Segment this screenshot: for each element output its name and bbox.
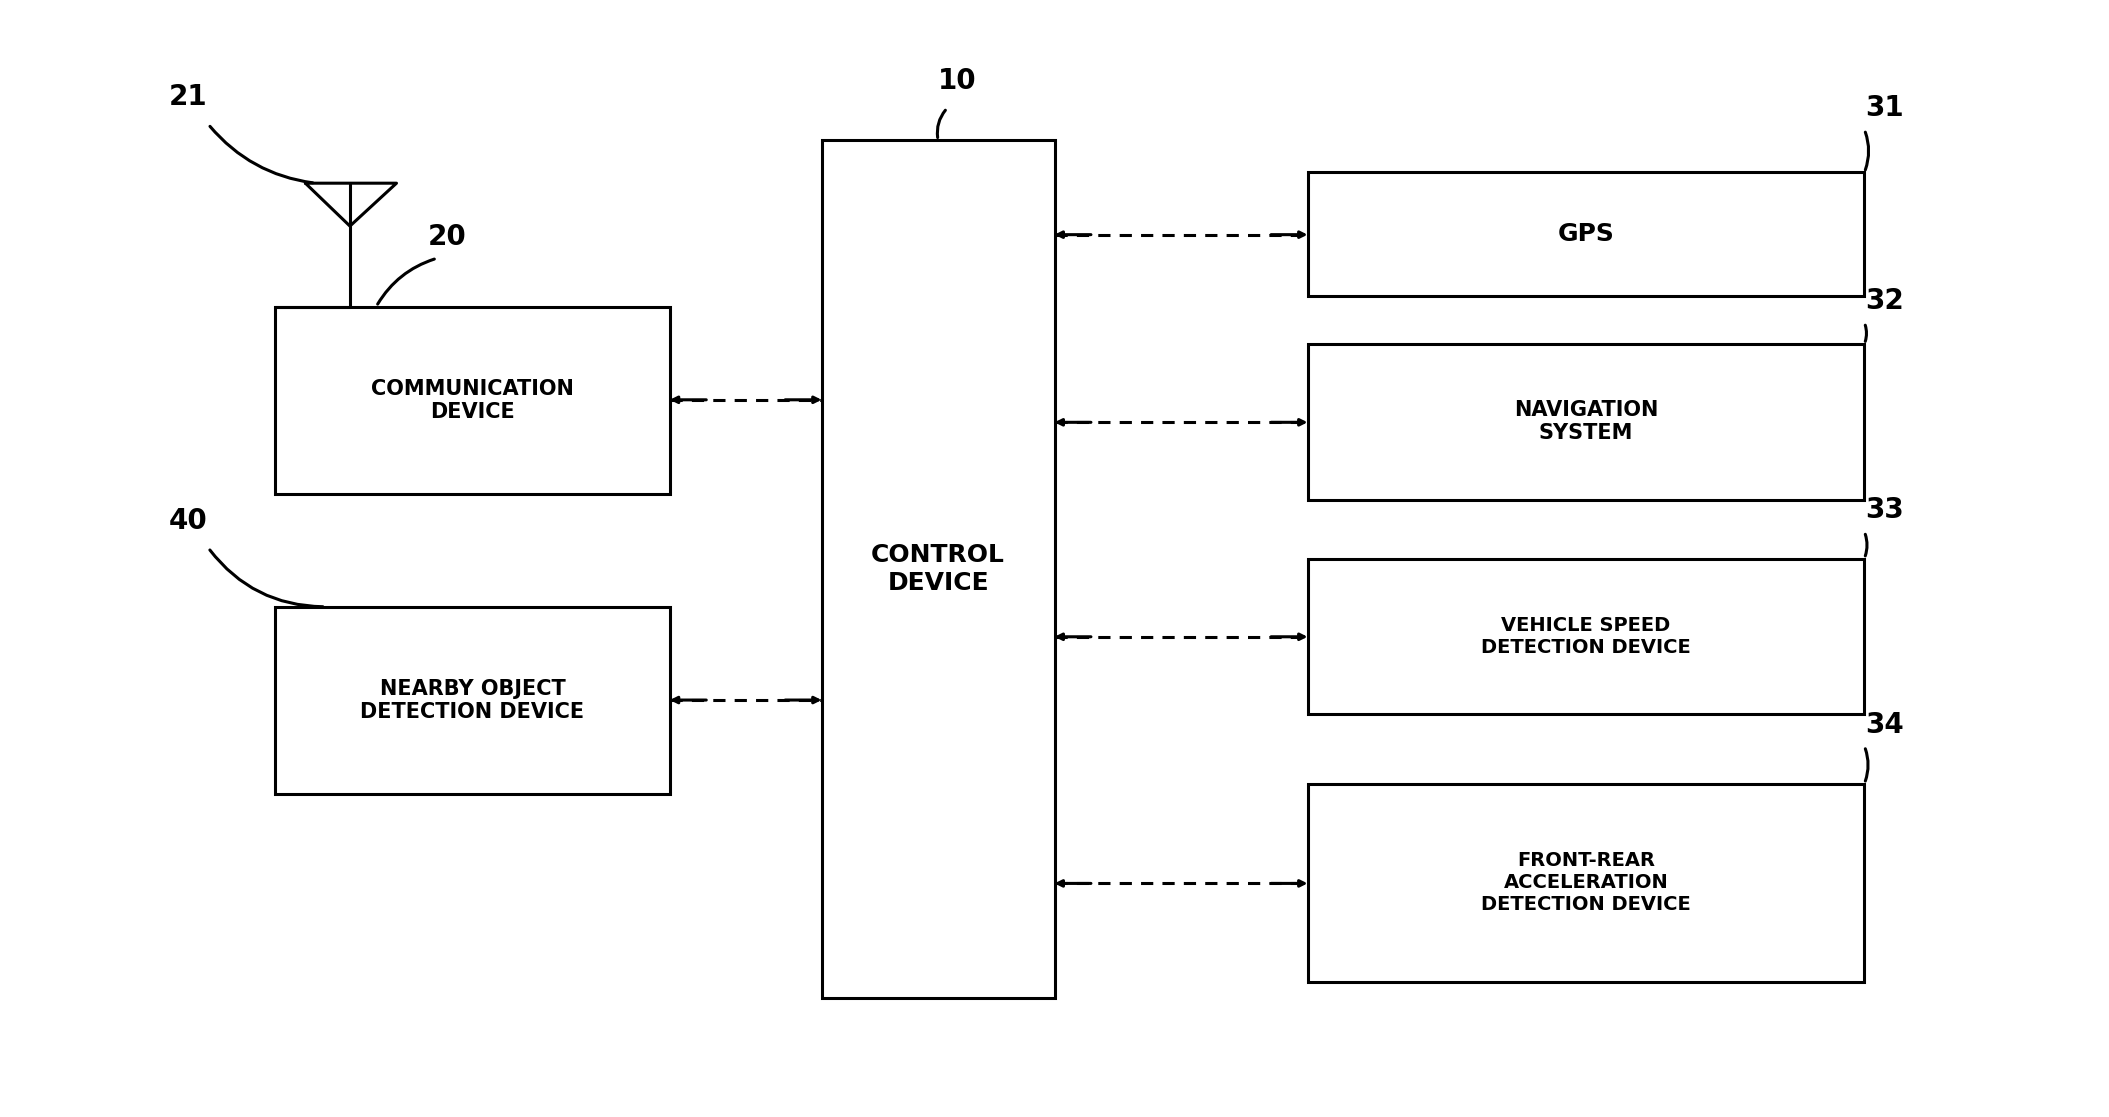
Text: 32: 32 bbox=[1864, 287, 1904, 315]
Text: 34: 34 bbox=[1864, 710, 1904, 738]
Text: NAVIGATION
SYSTEM: NAVIGATION SYSTEM bbox=[1514, 400, 1658, 443]
Bar bbox=[1308, 344, 1864, 499]
Bar bbox=[823, 141, 1054, 999]
Text: NEARBY OBJECT
DETECTION DEVICE: NEARBY OBJECT DETECTION DEVICE bbox=[361, 679, 584, 723]
Text: 40: 40 bbox=[169, 507, 207, 535]
Text: GPS: GPS bbox=[1559, 222, 1613, 246]
Text: 33: 33 bbox=[1864, 496, 1904, 524]
Bar bbox=[274, 306, 671, 494]
Bar bbox=[1308, 172, 1864, 296]
Text: 10: 10 bbox=[939, 67, 976, 95]
Bar bbox=[1308, 558, 1864, 714]
Text: 20: 20 bbox=[428, 222, 466, 251]
Text: 31: 31 bbox=[1864, 94, 1904, 122]
Bar bbox=[274, 607, 671, 794]
Text: COMMUNICATION
DEVICE: COMMUNICATION DEVICE bbox=[371, 379, 574, 422]
Text: CONTROL
DEVICE: CONTROL DEVICE bbox=[871, 543, 1006, 595]
Text: FRONT-REAR
ACCELERATION
DETECTION DEVICE: FRONT-REAR ACCELERATION DETECTION DEVICE bbox=[1481, 851, 1691, 915]
Text: 21: 21 bbox=[169, 84, 207, 112]
Text: VEHICLE SPEED
DETECTION DEVICE: VEHICLE SPEED DETECTION DEVICE bbox=[1481, 615, 1691, 657]
Bar bbox=[1308, 784, 1864, 982]
